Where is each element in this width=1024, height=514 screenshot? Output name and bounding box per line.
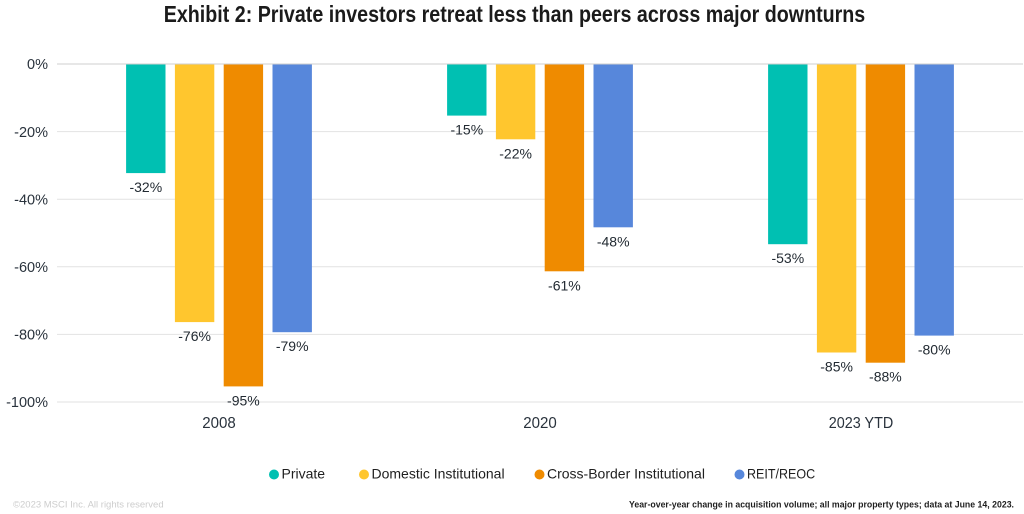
svg-text:REIT/REOC: REIT/REOC <box>747 466 815 482</box>
svg-text:-22%: -22% <box>499 145 532 161</box>
svg-text:©2023 MSCI Inc. All rights res: ©2023 MSCI Inc. All rights reserved <box>13 500 164 511</box>
svg-text:-95%: -95% <box>227 392 260 408</box>
svg-text:-88%: -88% <box>869 369 902 385</box>
svg-text:2020: 2020 <box>523 415 557 432</box>
svg-text:Domestic Institutional: Domestic Institutional <box>372 466 505 482</box>
svg-text:-80%: -80% <box>918 342 951 358</box>
svg-text:-76%: -76% <box>178 328 211 344</box>
svg-text:-15%: -15% <box>450 122 483 138</box>
svg-text:-32%: -32% <box>129 179 162 195</box>
svg-text:Cross-Border Institutional: Cross-Border Institutional <box>547 466 705 482</box>
svg-text:-60%: -60% <box>14 260 48 276</box>
svg-text:-80%: -80% <box>14 328 48 344</box>
svg-text:Private: Private <box>282 466 326 482</box>
svg-text:2023 YTD: 2023 YTD <box>829 415 894 432</box>
svg-text:-48%: -48% <box>597 233 630 249</box>
svg-text:-85%: -85% <box>820 359 853 375</box>
svg-text:Year-over-year change in acqui: Year-over-year change in acquisition vol… <box>629 500 1014 510</box>
svg-text:2008: 2008 <box>202 415 236 432</box>
svg-text:-40%: -40% <box>14 192 48 208</box>
svg-text:-79%: -79% <box>276 338 309 354</box>
svg-text:-100%: -100% <box>6 395 48 411</box>
svg-text:Exhibit 2: Private investors r: Exhibit 2: Private investors retreat les… <box>164 1 866 27</box>
svg-text:0%: 0% <box>27 57 48 73</box>
svg-text:-20%: -20% <box>14 125 48 141</box>
svg-text:-61%: -61% <box>548 277 581 293</box>
svg-text:-53%: -53% <box>771 250 804 266</box>
